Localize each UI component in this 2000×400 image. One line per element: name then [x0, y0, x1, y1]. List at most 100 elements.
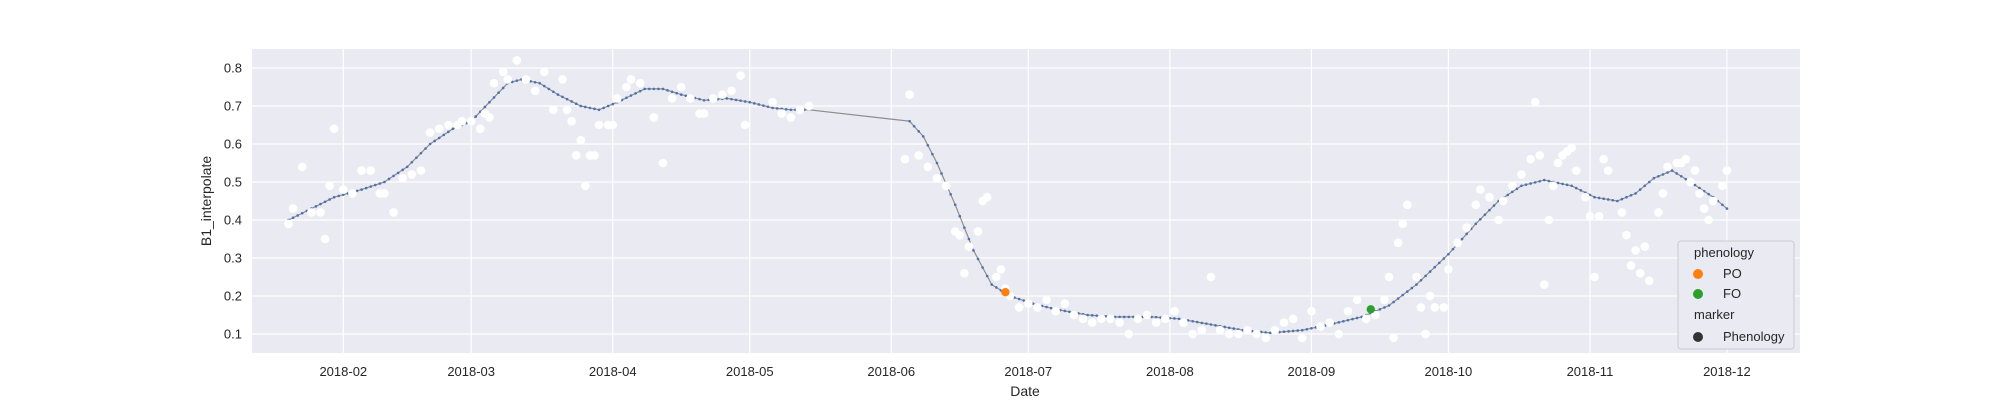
observed-point: [1462, 223, 1471, 232]
observed-point: [1188, 329, 1197, 339]
observed-point: [380, 189, 389, 198]
observed-point: [1421, 329, 1430, 339]
curve-point: [415, 156, 418, 159]
curve-point: [1205, 322, 1208, 325]
curve-point: [1433, 265, 1436, 269]
observed-point: [539, 67, 549, 77]
curve-point: [533, 80, 537, 84]
observed-point: [1051, 306, 1060, 316]
curve-point: [775, 107, 779, 110]
observed-point: [1206, 272, 1216, 282]
curve-point: [990, 283, 994, 286]
curve-point: [1223, 325, 1226, 329]
y-tick-label: 0.3: [224, 251, 242, 266]
observed-point: [1581, 192, 1590, 202]
curve-point: [602, 106, 605, 110]
observed-point: [1069, 310, 1079, 320]
observed-point: [1590, 272, 1599, 282]
curve-point: [1666, 171, 1669, 174]
curve-point: [629, 94, 633, 97]
observed-point: [786, 113, 796, 122]
curve-point: [1049, 306, 1053, 310]
curve-point: [981, 266, 984, 269]
curve-point: [570, 100, 573, 103]
observed-point: [1708, 196, 1718, 206]
observed-point: [1645, 276, 1654, 286]
curve-point: [684, 94, 688, 98]
curve-point: [908, 119, 911, 123]
curve-point: [784, 108, 788, 111]
curve-point: [1483, 213, 1487, 216]
curve-point: [378, 182, 382, 185]
observed-point: [512, 56, 522, 65]
observed-point: [297, 162, 307, 172]
phenology-point-po: [1001, 288, 1010, 297]
curve-point: [1492, 204, 1496, 207]
curve-point: [1090, 314, 1094, 317]
observed-point: [973, 227, 983, 236]
curve-point: [1561, 182, 1564, 186]
observed-point: [1288, 314, 1298, 324]
observed-point: [1170, 306, 1179, 316]
observed-point: [964, 242, 974, 251]
curve-point: [1378, 308, 1382, 311]
curve-point: [328, 198, 331, 201]
x-axis-label: Date: [1010, 383, 1040, 399]
observed-point: [1106, 314, 1115, 324]
observed-point: [1124, 329, 1134, 339]
curve-point: [300, 211, 304, 215]
curve-point: [1296, 329, 1299, 332]
y-tick-label: 0.6: [224, 137, 242, 152]
observed-point: [727, 86, 736, 96]
curve-point: [917, 130, 920, 133]
observed-point: [686, 94, 695, 103]
curve-point: [789, 108, 793, 112]
curve-point: [1661, 173, 1665, 176]
observed-points: [284, 56, 1732, 343]
observed-point: [530, 86, 540, 96]
legend-label-fo: FO: [1723, 286, 1741, 301]
observed-point: [1617, 208, 1627, 217]
curve-point: [670, 90, 674, 94]
observed-point: [329, 124, 339, 134]
curve-point: [1305, 327, 1309, 331]
observed-point: [1224, 329, 1234, 339]
curve-point: [675, 91, 678, 95]
observed-point: [357, 166, 366, 175]
observed-point: [1279, 318, 1289, 327]
curve-point: [985, 274, 989, 278]
curve-point: [1282, 330, 1286, 334]
curve-point: [1437, 261, 1441, 265]
observed-point: [699, 109, 709, 118]
curve-point: [1570, 184, 1573, 188]
curve-point: [1214, 324, 1217, 327]
observed-point: [1160, 314, 1170, 324]
observed-point: [1352, 295, 1362, 305]
curve-point: [1515, 187, 1519, 191]
observed-point: [1023, 299, 1033, 308]
curve-point: [1643, 184, 1647, 188]
observed-point: [407, 170, 417, 179]
curve-point: [1104, 314, 1108, 318]
curve-point: [1269, 331, 1272, 335]
curve-point: [552, 90, 555, 94]
curve-point: [1529, 182, 1532, 185]
observed-point: [1517, 170, 1526, 179]
observed-point: [571, 151, 581, 160]
observed-point: [1594, 211, 1604, 221]
curve-point: [1410, 286, 1414, 290]
observed-point: [434, 124, 444, 134]
observed-point: [549, 105, 558, 115]
curve-point: [1574, 186, 1578, 190]
curve-point: [1063, 309, 1067, 313]
curve-point: [995, 286, 998, 289]
observed-point: [1133, 314, 1143, 324]
observed-point: [1384, 272, 1394, 282]
observed-point: [676, 82, 686, 92]
legend-marker-fo: [1693, 289, 1703, 299]
curve-point: [1506, 193, 1510, 197]
observed-point: [1603, 166, 1613, 175]
curve-point: [1488, 208, 1491, 212]
curve-point: [666, 89, 669, 92]
curve-point: [953, 203, 957, 207]
